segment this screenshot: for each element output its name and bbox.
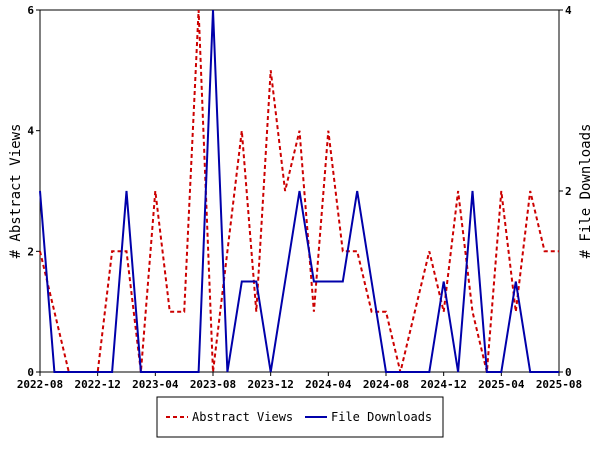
y2-axis-title: # File Downloads [578,124,594,259]
x-tick-label: 2022-08 [17,378,63,391]
x-tick-label: 2024-04 [305,378,352,391]
left-tick-label: 6 [27,4,34,17]
legend-box [156,396,444,438]
left-tick-label: 4 [27,125,34,138]
x-tick-label: 2023-08 [190,378,236,391]
legend-label-file-downloads: File Downloads [331,410,432,424]
x-tick-label: 2024-08 [363,378,409,391]
right-tick-label: 0 [565,366,572,379]
x-axis: 2022-08 2022-12 2023-04 2023-08 2023-12 2024-… [17,372,582,391]
right-tick-label: 4 [565,4,572,17]
series-layer [39,9,560,373]
x-tick-label: 2022-12 [74,378,120,391]
x-tick-label: 2025-04 [478,378,525,391]
x-tick-label: 2025-08 [536,378,582,391]
legend: Abstract Views File Downloads [156,396,444,438]
left-tick-label: 0 [27,366,34,379]
left-axis: 0 2 4 6 [27,4,40,379]
right-tick-label: 2 [565,185,572,198]
x-tick-label: 2024-12 [420,378,466,391]
legend-label-abstract-views: Abstract Views [192,410,293,424]
left-tick-label: 2 [27,245,34,258]
x-tick-label: 2023-12 [247,378,293,391]
x-tick-label: 2023-04 [132,378,179,391]
y-axis-title: # Abstract Views [8,124,24,259]
series-line-abstract-views [39,9,559,373]
right-axis: 0 2 4 [559,4,572,379]
